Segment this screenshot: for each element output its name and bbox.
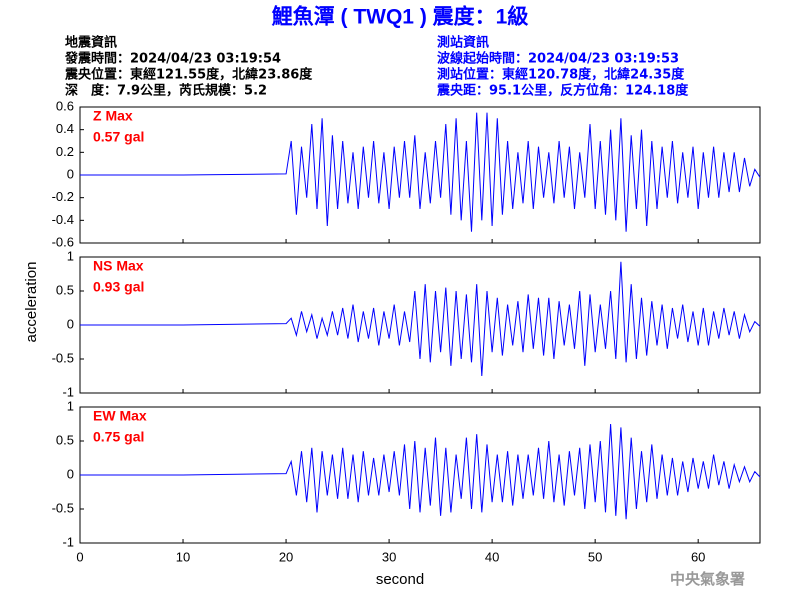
- event-info: 地震資訊: [65, 35, 117, 51]
- y-tick-label: 0.4: [56, 121, 74, 136]
- footer: 中央氣象署: [670, 570, 745, 588]
- y-tick-label: -1: [62, 534, 74, 549]
- x-tick-label: 30: [382, 549, 396, 564]
- y-tick-label: 1: [67, 398, 74, 413]
- max-label: 0.57 gal: [93, 129, 144, 145]
- x-tick-label: 60: [691, 549, 705, 564]
- y-tick-label: -1: [62, 384, 74, 399]
- event-info: 發震時間：2024/04/23 03:19:54: [64, 51, 281, 67]
- y-tick-label: 0.2: [56, 144, 74, 159]
- y-tick-label: 0.5: [56, 282, 74, 297]
- y-tick-label: -0.6: [52, 234, 74, 249]
- y-tick-label: -0.5: [52, 500, 74, 515]
- y-axis-label: acceleration: [23, 262, 40, 343]
- station-info: 測站位置：東經120.78度，北緯24.35度: [437, 67, 685, 83]
- y-tick-label: -0.2: [52, 189, 74, 204]
- x-tick-label: 10: [176, 549, 190, 564]
- waveform: [80, 261, 761, 377]
- y-tick-label: 0.5: [56, 432, 74, 447]
- x-tick-label: 40: [485, 549, 499, 564]
- x-tick-label: 20: [279, 549, 293, 564]
- y-tick-label: 1: [67, 248, 74, 263]
- x-axis-label: second: [376, 571, 424, 588]
- y-tick-label: 0: [67, 166, 74, 181]
- y-tick-label: 0: [67, 466, 74, 481]
- station-info: 震央距：95.1公里，反方位角：124.18度: [436, 83, 689, 99]
- x-tick-label: 50: [588, 549, 602, 564]
- y-tick-label: 0.6: [56, 98, 74, 113]
- max-label: 0.75 gal: [93, 429, 144, 445]
- x-tick-label: 0: [76, 549, 83, 564]
- chart-title: 鯉魚潭 ( TWQ1 ) 震度：1級: [272, 5, 529, 29]
- event-info: 深 度：7.9公里，芮氏規模：5.2: [65, 83, 267, 99]
- max-label: 0.93 gal: [93, 279, 144, 295]
- component-label: Z Max: [93, 108, 133, 124]
- y-tick-label: 0: [67, 316, 74, 331]
- component-label: EW Max: [93, 408, 147, 424]
- waveform: [80, 112, 761, 232]
- event-info: 震央位置：東經121.55度，北緯23.86度: [64, 67, 313, 83]
- waveform: [80, 423, 761, 520]
- station-info: 測站資訊: [437, 35, 489, 51]
- y-tick-label: -0.5: [52, 350, 74, 365]
- component-label: NS Max: [93, 258, 144, 274]
- y-tick-label: -0.4: [52, 212, 74, 227]
- station-info: 波線起始時間：2024/04/23 03:19:53: [437, 51, 679, 67]
